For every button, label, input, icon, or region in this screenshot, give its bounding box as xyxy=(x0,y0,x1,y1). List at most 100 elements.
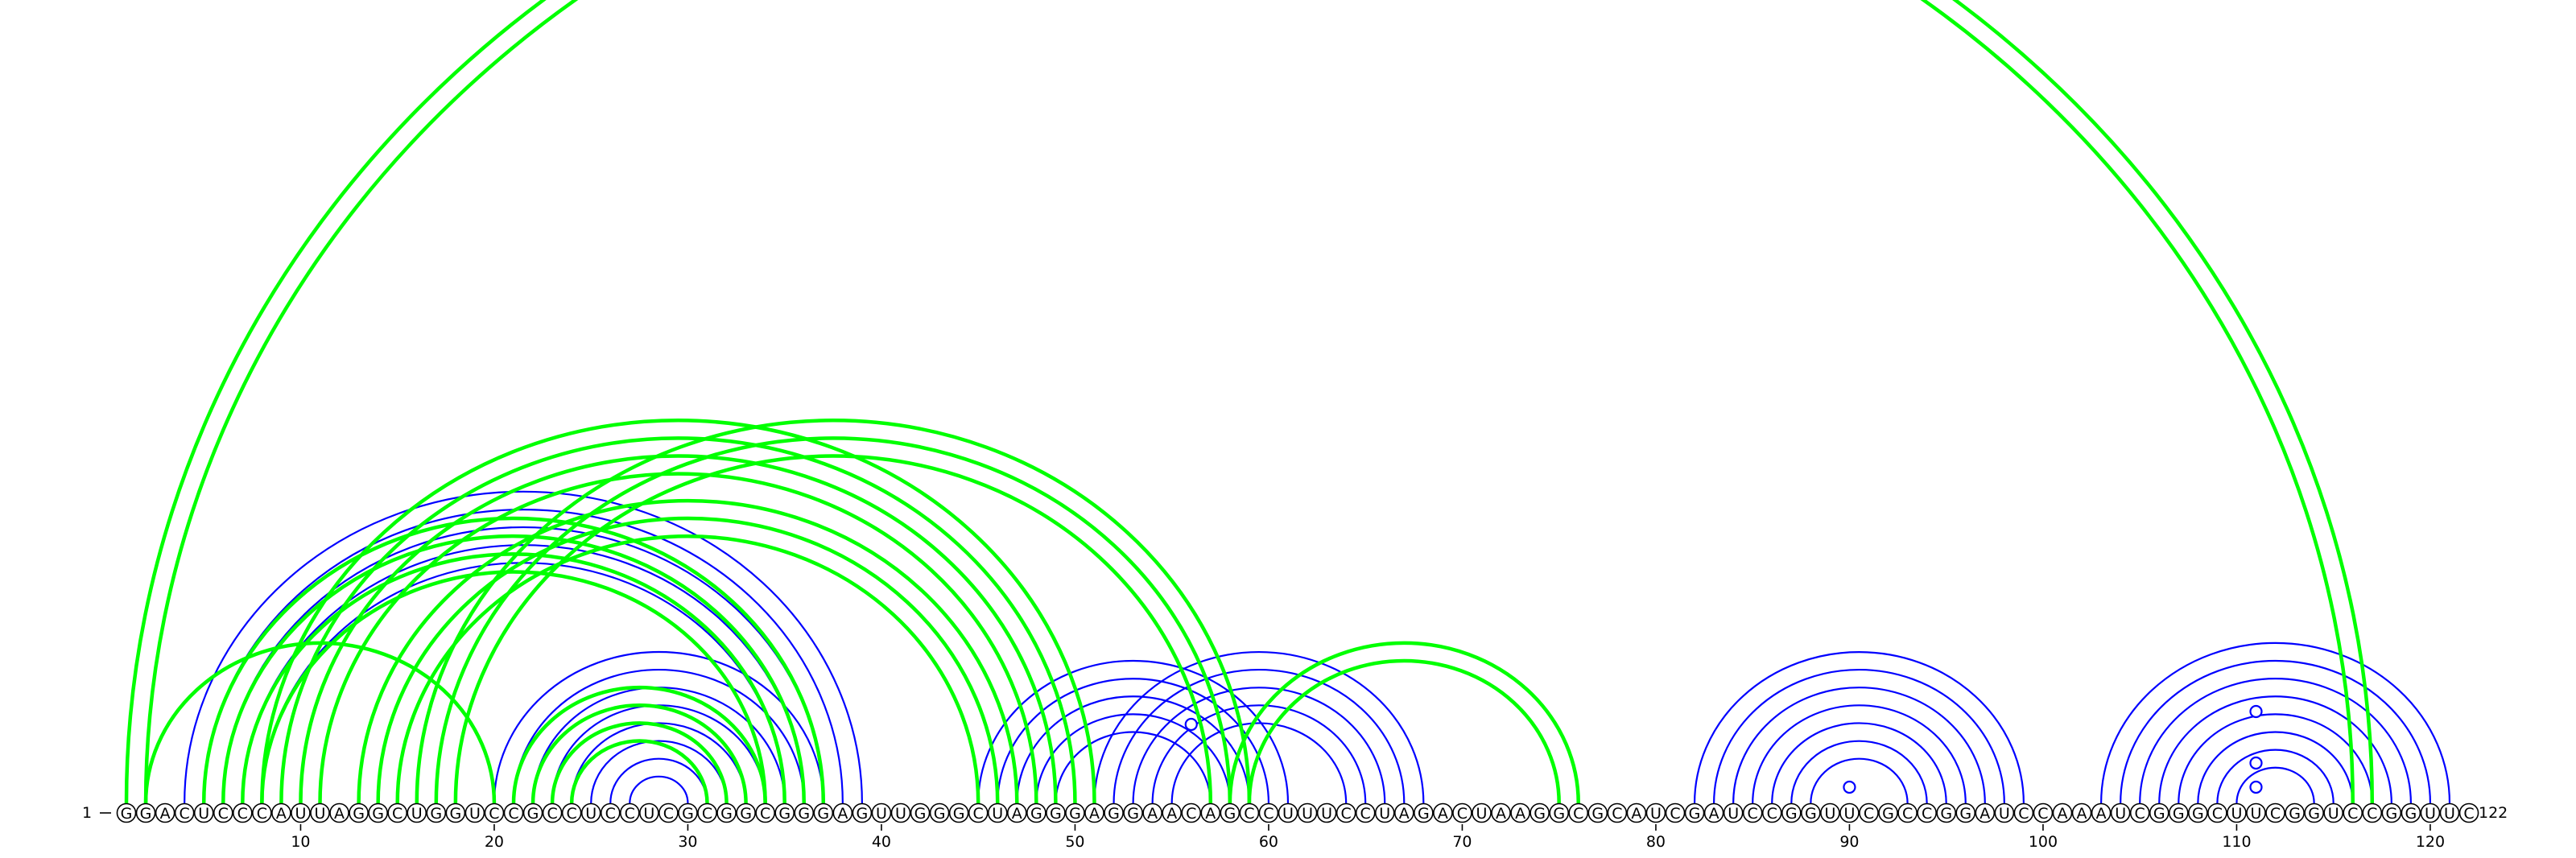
nucleotide: C xyxy=(2458,802,2479,823)
nucleotide: C xyxy=(1452,802,1472,823)
nucleotide: U xyxy=(464,802,485,823)
predicted-pair-arc xyxy=(453,454,1213,804)
nucleotide-circle xyxy=(1394,802,1414,823)
nucleotide: C xyxy=(697,802,717,823)
axis-layer: 1 122 xyxy=(82,804,2508,822)
nucleotide: C xyxy=(1607,802,1628,823)
nucleotide-letter: C xyxy=(1457,805,1468,823)
nucleotide: G xyxy=(736,802,756,823)
predicted-pair-arc xyxy=(124,0,2375,804)
nucleotide-circle xyxy=(407,802,427,823)
nucleotide-circle xyxy=(1239,802,1260,823)
nucleotide-letter: U xyxy=(2251,805,2262,823)
nucleotide-letter: C xyxy=(547,805,557,823)
nucleotide-letter: C xyxy=(605,805,616,823)
nucleotide-circle xyxy=(1839,802,1860,823)
tick-label: 80 xyxy=(1646,833,1666,851)
nucleotide: G xyxy=(1065,802,1085,823)
nucleotide: G xyxy=(1801,802,1821,823)
nucleotide: A xyxy=(1626,802,1647,823)
reference-pair-arc xyxy=(184,490,863,804)
reference-pair-arc xyxy=(2158,695,2392,804)
nucleotide-letter: C xyxy=(392,805,402,823)
nucleotide: A xyxy=(1703,802,1724,823)
nucleotide-letter: G xyxy=(953,805,965,823)
nucleotide: G xyxy=(1104,802,1124,823)
nucleotide: G xyxy=(948,802,969,823)
nucleotide-circle xyxy=(116,802,137,823)
nucleotide-circle xyxy=(1142,802,1162,823)
nucleotide-circle xyxy=(329,802,349,823)
nucleotide: A xyxy=(832,802,853,823)
nucleotide-circle xyxy=(135,802,156,823)
nucleotide-letter: U xyxy=(1379,805,1390,823)
nucleotide-circle xyxy=(639,802,659,823)
nucleotide: G xyxy=(813,802,834,823)
nucleotide-circle xyxy=(2207,802,2227,823)
nucleotide-circle xyxy=(1897,802,1918,823)
nucleotide-letter: G xyxy=(1591,805,1604,823)
nucleotide-circle xyxy=(1007,802,1027,823)
nucleotide-letter: G xyxy=(1127,805,1139,823)
nucleotide-circle xyxy=(2246,802,2266,823)
predicted-pair-arc xyxy=(376,516,1000,804)
nucleotide: C xyxy=(619,802,640,823)
predicted-pair-arc xyxy=(569,739,709,804)
nucleotide-letter: G xyxy=(798,805,810,823)
nucleotide: C xyxy=(2013,802,2034,823)
nucleotide-circle xyxy=(1355,802,1376,823)
nucleotide: G xyxy=(522,802,543,823)
nucleotide: G xyxy=(1781,802,1802,823)
nucleotide-circle xyxy=(464,802,485,823)
nucleotide-letter: G xyxy=(140,805,152,823)
nucleotide-circle xyxy=(1065,802,1085,823)
nucleotide: G xyxy=(1220,802,1241,823)
nucleotide-letter: G xyxy=(1534,805,1546,823)
nucleotide-letter: C xyxy=(2018,805,2029,823)
nucleotide: U xyxy=(580,802,601,823)
predicted-pair-arc xyxy=(434,436,1232,804)
nucleotide: A xyxy=(2091,802,2112,823)
nucleotide-circle xyxy=(291,802,311,823)
reference-pair-arc xyxy=(1151,704,1367,804)
reference-pair-arc xyxy=(1132,687,1386,804)
nucleotide-letter: A xyxy=(160,805,171,823)
reference-pair-arc xyxy=(1693,650,2025,804)
nucleotide-circle xyxy=(2129,802,2150,823)
nucleotide: A xyxy=(1084,802,1104,823)
nucleotide-letter: C xyxy=(180,805,190,823)
nucleotide-circle xyxy=(890,802,911,823)
nucleotide-circle xyxy=(1258,802,1279,823)
nucleotide: G xyxy=(2401,802,2421,823)
nucleotide: G xyxy=(1530,802,1550,823)
nucleotide-letter: A xyxy=(1631,805,1641,823)
reference-pair-arc xyxy=(1752,704,1967,804)
predicted-pair-arc xyxy=(318,472,1038,804)
reference-pair-arc xyxy=(1093,650,1425,804)
nucleotide-circle xyxy=(1955,802,1976,823)
reference-pair-arc xyxy=(629,775,689,804)
nucleotide-circle xyxy=(1684,802,1705,823)
nucleotide-letter: G xyxy=(2308,805,2320,823)
nucleotide-circle xyxy=(445,802,466,823)
nucleotide-letter: U xyxy=(411,805,423,823)
nucleotide: C xyxy=(2129,802,2150,823)
nucleotide-circle xyxy=(1878,802,1898,823)
nucleotide-circle xyxy=(542,802,563,823)
nucleotide-letter: C xyxy=(625,805,635,823)
nucleotide-circle xyxy=(252,802,272,823)
nucleotide-letter: C xyxy=(1573,805,1583,823)
reference-pair-arc xyxy=(1790,740,1928,804)
nucleotide-letter: G xyxy=(1030,805,1042,823)
nucleotide-circle xyxy=(271,802,291,823)
nucleotide-circle xyxy=(1162,802,1182,823)
nucleotide-letter: C xyxy=(1767,805,1777,823)
nucleotide-circle xyxy=(1123,802,1143,823)
nucleotide: G xyxy=(1684,802,1705,823)
reference-pair-arc xyxy=(2139,678,2412,804)
nucleotide-letter: G xyxy=(914,805,927,823)
tick-label: 110 xyxy=(2222,833,2251,851)
nucleotide: A xyxy=(329,802,349,823)
nucleotide-circle xyxy=(1220,802,1241,823)
